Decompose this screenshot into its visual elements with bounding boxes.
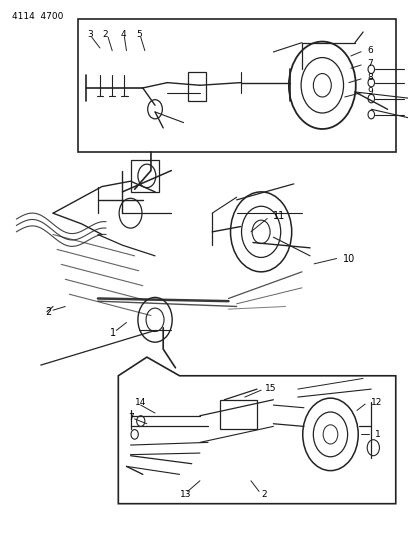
Text: 2: 2 <box>45 307 51 317</box>
Text: 14: 14 <box>135 398 146 407</box>
Bar <box>78 19 396 152</box>
Text: 1: 1 <box>110 328 116 338</box>
Text: 7: 7 <box>129 413 134 422</box>
Text: 11: 11 <box>273 211 286 221</box>
Text: 4: 4 <box>120 30 126 39</box>
Bar <box>131 160 159 192</box>
Text: 3: 3 <box>88 30 93 39</box>
Text: 15: 15 <box>265 384 277 392</box>
Text: 6: 6 <box>367 46 373 55</box>
Bar <box>188 72 206 101</box>
Text: 8: 8 <box>367 74 373 82</box>
Text: 4114  4700: 4114 4700 <box>12 12 64 21</box>
Polygon shape <box>118 357 396 504</box>
Text: 2: 2 <box>102 30 108 39</box>
Text: 1: 1 <box>375 430 381 439</box>
Text: 9: 9 <box>367 87 373 96</box>
Text: 7: 7 <box>367 60 373 68</box>
Text: 10: 10 <box>343 254 355 263</box>
Text: 5: 5 <box>137 30 142 39</box>
Bar <box>220 400 257 429</box>
Text: 12: 12 <box>371 398 383 407</box>
Text: 13: 13 <box>180 490 191 499</box>
Text: 2: 2 <box>261 490 267 499</box>
